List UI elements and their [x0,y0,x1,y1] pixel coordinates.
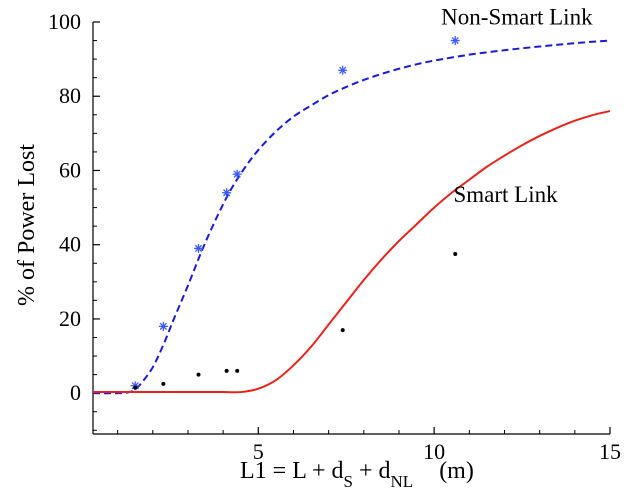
x-tick-label: 15 [599,439,621,464]
non-smart-link-data-point [158,321,168,331]
smart-link-curve [92,110,611,394]
smart-link-data-point [133,385,138,390]
smart-link-label: Smart Link [453,182,558,207]
y-tick-label: 0 [70,380,81,405]
asterisk-stroke [233,170,241,178]
asterisk-stroke [223,189,231,197]
asterisk-stroke [451,36,459,45]
y-tick-label: 20 [59,306,81,331]
non-smart-link-data-point [222,188,232,198]
non-smart-link-data-point [338,65,348,75]
smart-link-data-point [196,372,201,377]
annotation-layer: Non-Smart Link Smart Link [441,5,593,207]
marker-layer [130,36,460,391]
non-smart-link-curve [92,39,611,395]
smart-link-data-point [453,251,458,256]
x-axis-title-sub-nl: NL [391,472,414,491]
non-smart-link-data-point [194,243,204,253]
y-tick-label: 40 [59,232,81,257]
non-smart-link-data-point [450,36,460,46]
smart-link-data-point [224,368,229,373]
y-tick-label: 60 [59,157,81,182]
x-axis-title-sub-s: S [344,472,353,491]
x-axis-title-plus: + d [353,458,391,484]
y-tick-label: 100 [48,9,81,34]
smart-link-data-point [235,368,240,373]
smart-link-data-point [161,381,166,386]
y-tick-label: 80 [59,83,81,108]
x-tick-label: 10 [423,439,445,464]
smart-link-data-point [340,328,345,333]
y-axis-title: % of Power Lost [14,144,40,306]
asterisk-stroke [194,244,203,253]
x-axis-title-main: L1 = L + d [240,458,344,484]
asterisk-stroke [159,322,167,330]
series-layer [92,39,611,395]
x-axis-title-unit: (m) [439,458,474,484]
non-smart-link-data-point [232,169,242,179]
asterisk-stroke [339,66,347,74]
non-smart-link-label: Non-Smart Link [441,5,593,30]
plot-area: 0 20 40 60 80 100 5 10 15 [48,9,621,464]
x-axis-title: L1 = L + dS + dNL (m) [240,458,474,491]
x-tick-label: 5 [253,439,264,464]
